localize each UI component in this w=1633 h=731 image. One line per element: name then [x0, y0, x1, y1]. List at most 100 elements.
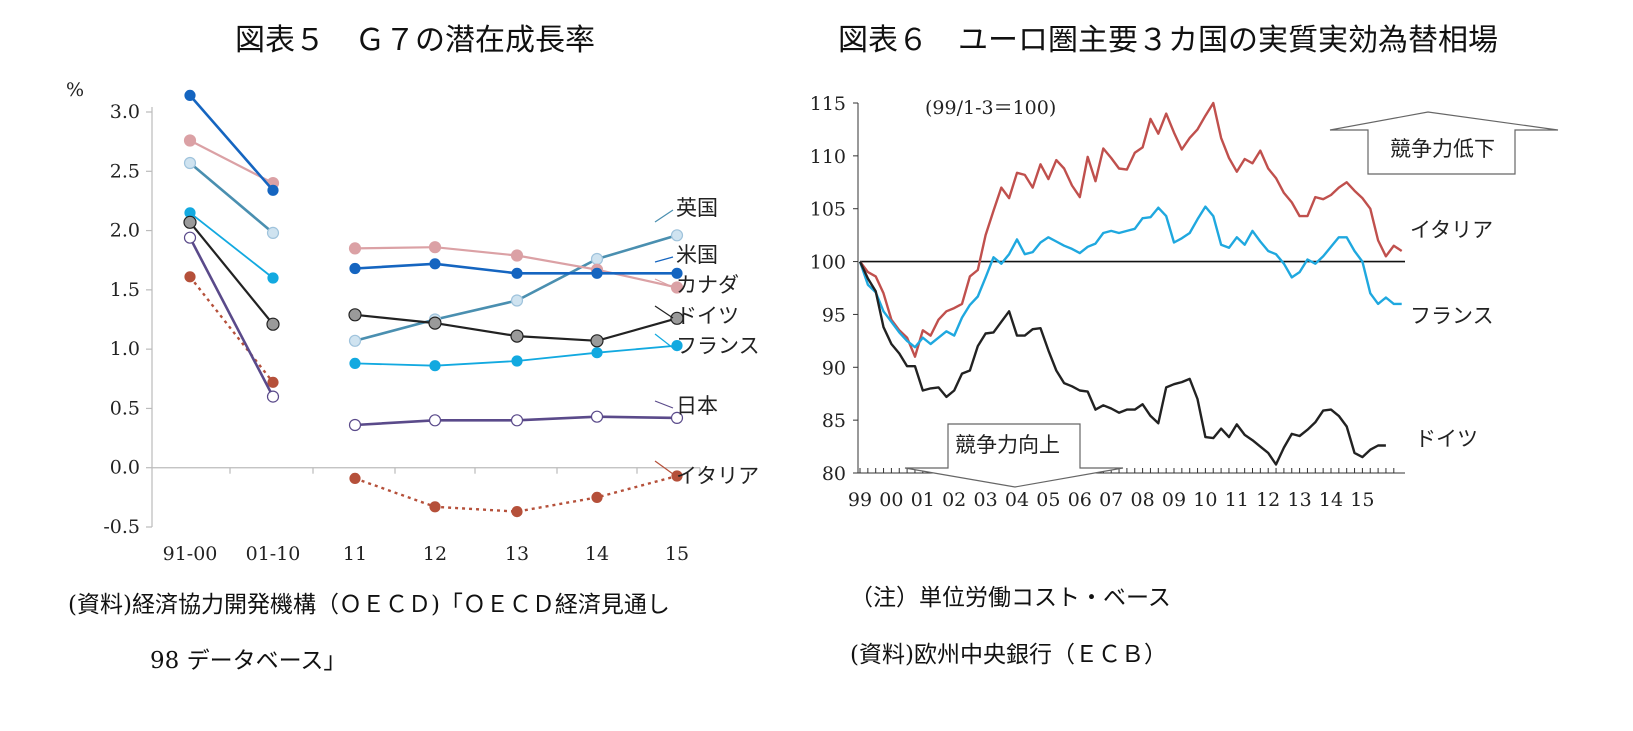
data-point [671, 267, 683, 279]
x-tick-label: 01-10 [246, 543, 301, 565]
chart6-note: （注）単位労働コスト・ベース [850, 585, 1171, 611]
x-tick-label: 07 [1099, 489, 1123, 511]
chart5-title: 図表５ Ｇ７の潜在成長率 [235, 23, 595, 58]
series-ドイツ [183, 215, 684, 348]
data-point [511, 267, 523, 279]
data-point [591, 347, 603, 359]
y-tick-label: 1.0 [110, 338, 140, 360]
chart6-title: 図表６ ユーロ圏主要３カ国の実質実効為替相場 [838, 23, 1498, 58]
y-tick-label: 115 [810, 93, 846, 115]
label-leader [654, 333, 674, 349]
x-tick-label: 10 [1193, 489, 1217, 511]
data-point [349, 472, 361, 484]
data-point [267, 272, 279, 284]
data-point [348, 334, 362, 347]
series-フランス [858, 205, 1402, 349]
data-point [349, 357, 361, 369]
x-tick-label: 08 [1131, 489, 1155, 511]
x-tick-label: 14 [1319, 489, 1343, 511]
x-tick-label: 03 [974, 489, 998, 511]
series-line [189, 94, 274, 192]
chart5-ylabel: % [66, 79, 84, 101]
x-tick-label: 02 [942, 489, 966, 511]
data-point [429, 258, 441, 270]
data-point [348, 308, 362, 322]
series-イタリア [184, 271, 683, 518]
data-point [429, 360, 441, 372]
data-point [184, 271, 196, 283]
data-point [590, 410, 604, 423]
data-point [511, 506, 523, 518]
data-point [349, 262, 361, 275]
label-leader [654, 400, 674, 409]
series-label: イタリア [1410, 218, 1493, 242]
x-tick-label: 12 [1256, 489, 1280, 511]
data-point [670, 311, 684, 325]
x-tick-label: 14 [585, 543, 609, 565]
chart6-source: (資料)欧州中央銀行（ＥＣＢ） [850, 642, 1167, 668]
series-line [189, 162, 274, 234]
y-tick-label: 100 [810, 252, 846, 274]
data-point [510, 329, 524, 343]
data-point [510, 249, 524, 262]
data-point [670, 411, 684, 424]
series-label: フランス [1410, 304, 1494, 328]
series-イタリア [859, 101, 1403, 358]
y-tick-label: 2.0 [110, 220, 140, 242]
chart6-subtitle: (99/1-3＝100) [925, 97, 1056, 119]
data-point [591, 491, 603, 503]
x-tick-label: 11 [1225, 489, 1249, 511]
series-米国 [184, 89, 683, 279]
y-tick-label: 3.0 [110, 101, 140, 123]
y-tick-label: 105 [810, 199, 846, 221]
chart5-source: (資料)経済協力開発機構（ＯＥＣＤ)「ＯＥＣＤ経済見通し [68, 592, 670, 618]
x-tick-label: 99 [848, 489, 872, 511]
data-point [671, 340, 683, 352]
data-point [184, 89, 196, 102]
y-tick-label: 90 [822, 357, 846, 379]
x-tick-label: 09 [1162, 489, 1186, 511]
data-point [428, 241, 442, 254]
effective-exchange-rate-chart: 図表６ ユーロ圏主要３カ国の実質実効為替相場 (99/1-3＝100) 115 1… [810, 23, 1559, 668]
label-leader [654, 209, 674, 223]
competitiveness-down-arrow: 競争力低下 [1329, 111, 1559, 175]
label-leader [654, 256, 674, 263]
x-tick-label: 15 [665, 543, 689, 565]
chart5-source-cont: 98 データベース」 [150, 648, 346, 674]
x-tick-label: 13 [505, 543, 529, 565]
data-point [266, 226, 280, 239]
series-カナダ [183, 134, 684, 294]
series-フランス [184, 207, 683, 372]
y-tick-label: 0.5 [110, 397, 140, 419]
data-point [266, 317, 280, 331]
x-tick-label: 04 [1005, 489, 1029, 511]
y-tick-label: 1.5 [110, 279, 140, 301]
series-label: ドイツ [676, 304, 739, 328]
competitiveness-up-arrow: 競争力向上 [904, 423, 1124, 488]
label-leader [654, 460, 674, 475]
y-tick-label: 95 [822, 304, 846, 326]
data-point [670, 229, 684, 242]
data-point [590, 334, 604, 348]
x-tick-label: 91-00 [163, 543, 218, 565]
x-tick-label: 00 [879, 489, 903, 511]
data-point [429, 501, 441, 513]
series-label: カナダ [676, 273, 739, 297]
data-point [510, 414, 524, 427]
data-point [183, 215, 197, 229]
data-point [266, 390, 280, 403]
series-line [189, 221, 274, 325]
data-point [348, 418, 362, 432]
data-point [670, 281, 684, 294]
data-point [348, 242, 362, 255]
data-point [511, 355, 523, 367]
data-point [590, 252, 604, 266]
data-point [183, 156, 197, 170]
data-point [183, 134, 197, 147]
competitiveness-down-label: 競争力低下 [1390, 137, 1495, 161]
x-tick-label: 05 [1036, 489, 1060, 511]
competitiveness-up-label: 競争力向上 [955, 433, 1060, 457]
x-tick-label: 01 [911, 489, 935, 511]
potential-growth-chart: 図表５ Ｇ７の潜在成長率 % 3.0 2.5 2.0 1.5 1.0 0.5 0.0 -0.5… [66, 23, 760, 674]
